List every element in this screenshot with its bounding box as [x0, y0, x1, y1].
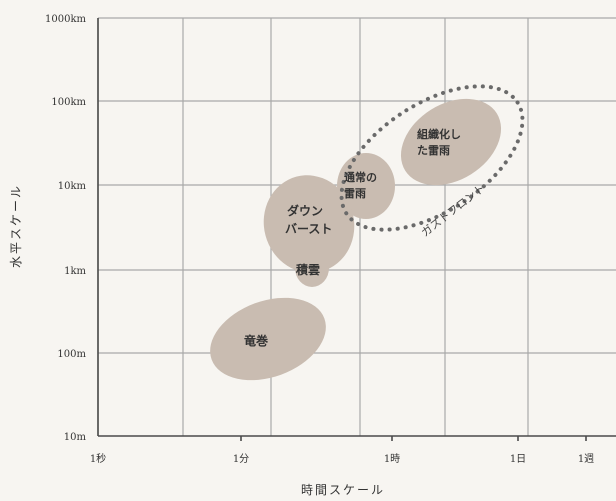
label-organized-thunderstorm: 組織化した雷雨 — [417, 127, 461, 157]
label-ordinary-line1: 通常の — [344, 170, 377, 184]
phenomenon-blobs — [210, 98, 502, 381]
blob-downburst — [263, 175, 355, 273]
label-organized-line2: た雷雨 — [417, 144, 450, 157]
axes — [97, 18, 616, 441]
x-tick-label: 1秒 — [90, 452, 106, 465]
label-downburst-line1: ダウン — [287, 203, 323, 218]
label-ordinary-thunderstorm: 通常の雷雨 — [344, 170, 377, 200]
blob-organized-thunderstorm — [400, 98, 502, 186]
label-downburst: ダウンバースト — [285, 203, 332, 236]
x-tick-label: 1日 — [510, 454, 526, 465]
blob-tornado — [210, 297, 326, 381]
blob-ordinary-thunderstorm — [337, 153, 395, 219]
label-ordinary-line2: 雷雨 — [344, 187, 366, 200]
y-tick-label: 1000km — [45, 14, 87, 25]
blob-cumulus — [295, 249, 329, 287]
y-axis-title: 水平スケール — [9, 184, 23, 268]
label-downburst-line2: バースト — [285, 222, 332, 236]
label-cumulus: 積雲 — [295, 262, 320, 277]
y-tick-label: 10m — [64, 432, 87, 443]
x-axis-title: 時間スケール — [301, 483, 385, 497]
y-tick-label: 1km — [64, 266, 86, 277]
x-tick-label: 1時 — [384, 453, 400, 465]
label-organized-line1: 組織化し — [417, 127, 461, 141]
x-tick-label: 1分 — [233, 453, 249, 465]
y-tick-label: 100m — [57, 349, 86, 360]
y-tick-label: 100km — [51, 97, 86, 108]
x-tick-label: 1週 — [578, 453, 594, 465]
y-tick-label: 10km — [58, 181, 87, 192]
label-tornado: 竜巻 — [244, 333, 269, 348]
gust-front-outline — [339, 84, 525, 232]
